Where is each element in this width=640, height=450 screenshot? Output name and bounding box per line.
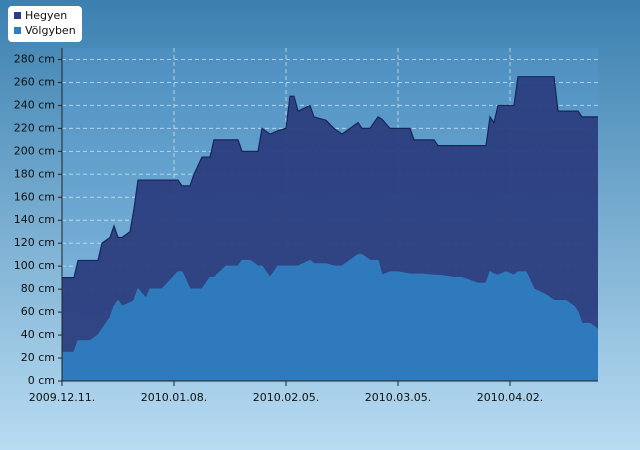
y-tick-label: 200 cm <box>14 144 55 157</box>
y-tick-label: 40 cm <box>21 328 55 341</box>
area-line <box>62 76 598 279</box>
legend-label: Hegyen <box>25 9 67 22</box>
y-tick-label: 160 cm <box>14 190 55 203</box>
legend-box <box>8 6 82 42</box>
y-tick-label: 120 cm <box>14 236 55 249</box>
area-line <box>62 254 599 353</box>
x-tick-label: 2010.04.02. <box>477 391 543 404</box>
y-tick-label: 180 cm <box>14 167 55 180</box>
y-tick-label: 0 cm <box>28 374 55 387</box>
area-fill <box>62 254 598 381</box>
x-tick-label: 2009.12.11. <box>29 391 95 404</box>
y-tick-label: 240 cm <box>14 98 55 111</box>
y-tick-label: 220 cm <box>14 121 55 134</box>
x-tick-label: 2010.02.05. <box>253 391 319 404</box>
x-tick-label: 2010.01.08. <box>141 391 207 404</box>
legend-label: Völgyben <box>25 24 76 37</box>
legend-swatch <box>14 12 21 19</box>
y-tick-label: 80 cm <box>21 282 55 295</box>
y-tick-label: 280 cm <box>14 52 55 65</box>
legend-swatch <box>14 27 21 34</box>
y-tick-label: 20 cm <box>21 351 55 364</box>
y-tick-label: 100 cm <box>14 259 55 272</box>
y-tick-label: 260 cm <box>14 75 55 88</box>
y-tick-label: 60 cm <box>21 305 55 318</box>
x-tick-label: 2010.03.05. <box>365 391 431 404</box>
y-tick-label: 140 cm <box>14 213 55 226</box>
